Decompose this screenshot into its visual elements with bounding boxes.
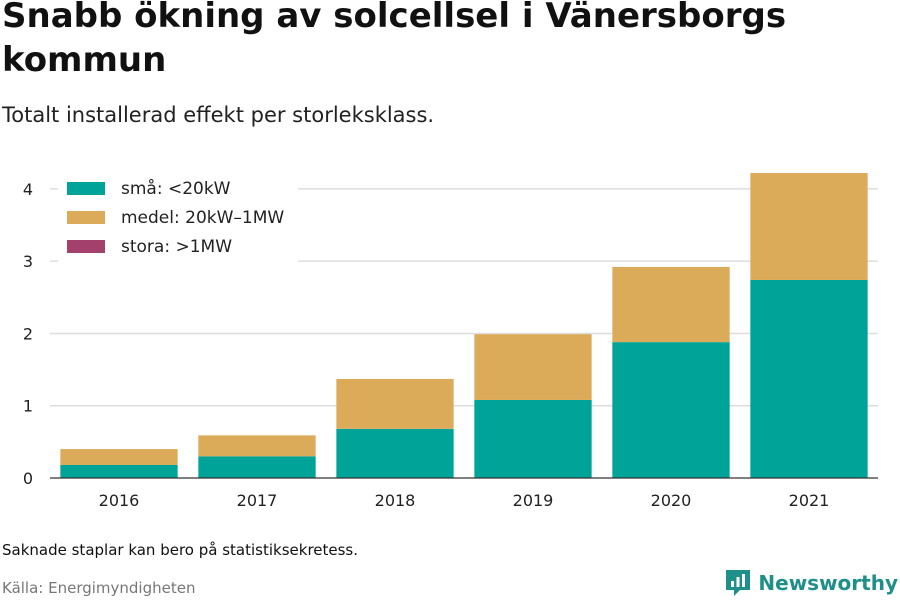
y-tick-label: 1 [23,397,33,416]
y-tick-label: 0 [23,469,33,488]
legend-label: små: <20kW [121,178,231,199]
bar-segment [198,456,316,478]
bar-segment [612,266,730,343]
bar-segment [474,399,592,478]
y-tick-label: 3 [23,252,33,271]
bar-segment [336,428,454,478]
stacked-bar-chart: 0 1 2 3 4 2016 2017 2018 2019 2020 2021 små: <20kW… [23,172,878,510]
legend-label: stora: >1MW [121,237,232,257]
legend: små: <20kW medel: 20kW–1MW stora: >1MW [58,172,298,264]
axes: 0 1 2 3 4 2016 2017 2018 2019 2020 2021 [23,180,878,510]
bar-segment [750,279,868,478]
bar-segment [60,449,178,465]
x-tick-label: 2016 [99,491,140,510]
bar-segment [198,435,316,457]
legend-swatch [67,240,105,253]
brand-name: Newsworthy [758,571,898,595]
legend-swatch [67,211,105,224]
brand-logo[interactable]: Newsworthy [724,566,898,600]
x-tick-label: 2018 [375,491,416,510]
x-tick-label: 2019 [513,491,554,510]
chart-subtitle: Totalt installerad effekt per storlekskl… [2,103,435,127]
bars [60,173,868,478]
footnote: Saknade staplar kan bero på statistiksek… [2,541,359,559]
newsworthy-logo-icon [726,570,751,596]
bar-segment [750,173,868,280]
y-tick-label: 4 [23,180,33,199]
bar-segment [60,464,178,478]
source-text: Källa: Energimyndigheten [2,579,196,597]
legend-label: medel: 20kW–1MW [121,208,284,228]
bar-segment [474,334,592,400]
x-tick-label: 2020 [651,491,692,510]
chart-title: Snabb ökning av solcellsel i Vänersborgs… [2,0,787,80]
bar-segment [612,342,730,478]
bar-segment [336,378,454,429]
x-tick-label: 2021 [789,491,830,510]
x-tick-label: 2017 [237,491,278,510]
legend-swatch [67,182,105,195]
y-tick-label: 2 [23,324,33,343]
